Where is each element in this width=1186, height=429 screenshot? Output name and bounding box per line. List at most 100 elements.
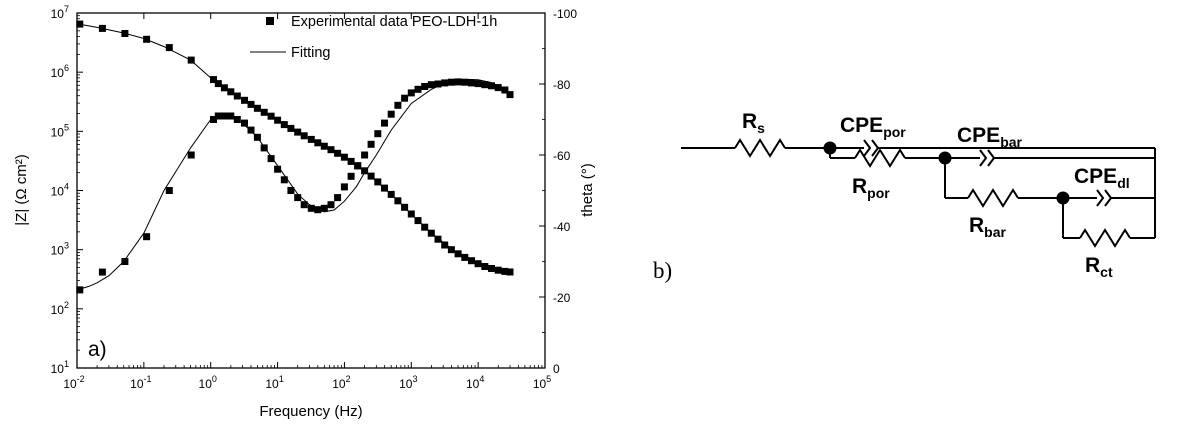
plot-frame [76, 12, 546, 369]
data-point-phase [381, 119, 388, 127]
data-point-phase [165, 187, 173, 194]
data-point-impedance [220, 84, 228, 92]
data-point-impedance [260, 108, 268, 116]
data-point-impedance [98, 24, 106, 32]
data-point-impedance [421, 223, 429, 231]
y-right-tick-label: 0 [553, 362, 560, 376]
data-point-impedance [481, 263, 489, 270]
y-right-tick-label: -80 [553, 78, 571, 92]
data-point-impedance [394, 197, 402, 205]
data-point-phase [280, 176, 288, 184]
label-rs: Rs [742, 110, 765, 136]
data-point-phase [407, 89, 415, 97]
data-point-phase [253, 133, 261, 141]
data-point-impedance [441, 241, 449, 249]
left-y-axis-ticks: 101 102 103 104 105 106 107 [51, 4, 83, 376]
data-point-impedance [387, 190, 395, 198]
x-tick-label: 10-1 [130, 374, 151, 391]
y-left-tick-label: 103 [51, 241, 69, 258]
data-point-phase [247, 126, 255, 134]
data-point-phase [121, 258, 129, 265]
data-point-impedance [347, 157, 355, 165]
data-point-phase [220, 112, 228, 120]
y-right-tick-label: -20 [553, 291, 571, 305]
data-point-impedance [434, 235, 442, 243]
data-point-phase [98, 268, 106, 276]
panel-a-label: a) [88, 338, 107, 361]
data-point-phase [461, 78, 469, 86]
data-point-impedance [267, 112, 275, 120]
data-point-phase [187, 151, 195, 159]
data-point-phase [468, 79, 475, 87]
data-point-impedance [247, 100, 255, 108]
data-point-phase [260, 144, 268, 152]
y-left-tick-label: 106 [51, 63, 69, 80]
data-point-phase [434, 80, 442, 88]
data-point-phase [210, 116, 217, 123]
bode-plot: 10-2 10-1 100 101 102 103 104 105 1011021031041… [13, 4, 596, 420]
data-point-phase [447, 78, 455, 86]
cpe-por [863, 139, 872, 157]
resistor-r-bar [967, 188, 1019, 208]
circuit-labels: Rs CPEpor Rpor CPEbar Rbar CPEdl Rct [742, 110, 1130, 280]
data-point-phase [327, 201, 335, 209]
resistor-r-ct [1079, 228, 1131, 248]
y-left-tick-label: 104 [51, 182, 69, 199]
data-point-impedance [427, 229, 435, 237]
data-point-phase [233, 116, 241, 123]
x-tick-label: 100 [199, 374, 217, 391]
data-point-impedance [227, 88, 235, 96]
data-point-impedance [381, 184, 388, 192]
data-point-phase [501, 86, 509, 94]
data-point-impedance [501, 267, 509, 275]
x-tick-label: 10-2 [63, 374, 84, 391]
data-point-phase [367, 140, 375, 148]
label-r-bar: Rbar [969, 214, 1007, 240]
resistor-rs [734, 138, 786, 158]
data-point-impedance [334, 149, 342, 157]
legend-label-experimental: Experimental data PEO-LDH-1h [291, 14, 497, 30]
right-y-axis-ticks: 0 -20 -40 -60 -80 -100 [539, 7, 577, 376]
y-left-tick-label: 107 [51, 4, 69, 21]
label-cpe-por: CPEpor [840, 114, 906, 140]
cpe-dl [1104, 189, 1113, 207]
data-point-phase [241, 119, 248, 127]
legend-label-fitting: Fitting [291, 45, 331, 61]
right-y-axis-title: theta (°) [579, 163, 596, 217]
data-point-phase [214, 112, 222, 120]
data-point-phase [474, 80, 482, 88]
data-point-impedance [374, 178, 382, 186]
junction-node [938, 151, 952, 165]
data-point-impedance [121, 30, 129, 37]
data-point-phase [347, 172, 355, 180]
x-tick-label: 103 [399, 374, 417, 391]
data-point-phase [340, 183, 348, 191]
data-point-phase [361, 151, 369, 159]
left-y-axis-title: |Z| (Ω cm²) [13, 154, 30, 225]
x-tick-label: 104 [466, 374, 484, 391]
data-point-impedance [307, 135, 315, 143]
data-point-impedance [506, 268, 514, 276]
x-tick-label: 101 [265, 374, 283, 391]
data-point-impedance [401, 203, 409, 211]
data-point-impedance [187, 56, 195, 64]
data-point-phase [267, 155, 275, 163]
data-point-impedance [214, 80, 222, 88]
data-point-impedance [253, 104, 261, 112]
panel-b-label: b) [653, 258, 672, 283]
data-point-impedance [274, 116, 282, 124]
data-point-impedance [447, 246, 455, 254]
y-right-tick-label: -40 [553, 220, 571, 234]
fitting-lines [76, 23, 511, 291]
y-left-tick-label: 101 [51, 359, 69, 376]
y-left-tick-label: 102 [51, 300, 69, 317]
data-point-impedance [367, 172, 375, 180]
data-point-phase [354, 162, 362, 170]
data-point-impedance [241, 96, 248, 104]
data-point-phase [334, 194, 342, 202]
data-point-phase [287, 187, 295, 194]
y-right-tick-label: -100 [553, 7, 577, 21]
data-point-impedance [165, 44, 173, 52]
fitting-line-phase [76, 78, 511, 291]
data-point-impedance [468, 257, 475, 265]
